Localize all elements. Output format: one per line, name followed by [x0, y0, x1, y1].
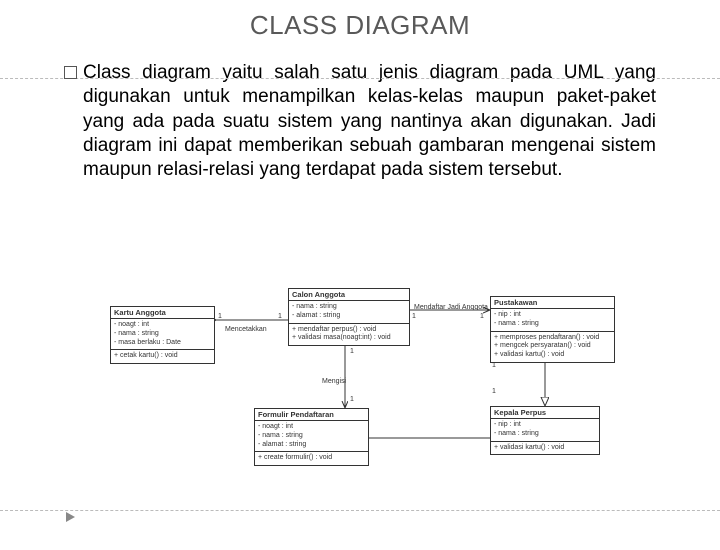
- multiplicity-label: 1: [350, 396, 354, 403]
- uml-class-diagram: Kartu Anggota - noagt : int - nama : str…: [110, 288, 610, 518]
- class-name: Kepala Perpus: [491, 407, 599, 419]
- class-attrs: - noagt : int - nama : string - alamat :…: [255, 421, 368, 452]
- class-name: Kartu Anggota: [111, 307, 214, 319]
- multiplicity-label: 1: [412, 313, 416, 320]
- class-ops: + cetak kartu() : void: [111, 350, 214, 363]
- slide-next-icon: [66, 512, 75, 522]
- class-attrs: - nip : int - nama : string: [491, 309, 614, 332]
- edge-label-mencetak: Mencetakkan: [225, 326, 267, 333]
- multiplicity-label: 1: [218, 313, 222, 320]
- body-text: Class diagram yaitu salah satu jenis dia…: [83, 61, 656, 183]
- class-box-kepala-perpus: Kepala Perpus - nip : int - nama : strin…: [490, 406, 600, 455]
- class-name: Pustakawan: [491, 297, 614, 309]
- multiplicity-label: 1: [492, 362, 496, 369]
- class-ops: + memproses pendaftaran() : void + mengc…: [491, 332, 614, 362]
- class-attrs: - nip : int - nama : string: [491, 419, 599, 442]
- edge-label-mengisi: Mengisi: [322, 378, 346, 385]
- class-ops: + validasi kartu() : void: [491, 442, 599, 455]
- edge-label-mendaftar: Mendaftar Jadi Anggota: [414, 304, 488, 311]
- class-attrs: - noagt : int - nama : string - masa ber…: [111, 319, 214, 350]
- dashed-divider-top: [0, 78, 720, 79]
- class-box-kartu-anggota: Kartu Anggota - noagt : int - nama : str…: [110, 306, 215, 364]
- class-name: Formulir Pendaftaran: [255, 409, 368, 421]
- body-paragraph-wrap: Class diagram yaitu salah satu jenis dia…: [0, 41, 720, 183]
- multiplicity-label: 1: [278, 313, 282, 320]
- multiplicity-label: 1: [480, 313, 484, 320]
- page-title: CLASS DIAGRAM: [0, 10, 720, 41]
- square-bullet-icon: [64, 66, 77, 79]
- class-box-formulir: Formulir Pendaftaran - noagt : int - nam…: [254, 408, 369, 466]
- class-box-pustakawan: Pustakawan - nip : int - nama : string +…: [490, 296, 615, 363]
- multiplicity-label: 1: [492, 388, 496, 395]
- class-attrs: - nama : string - alamat : string: [289, 301, 409, 324]
- class-ops: + mendaftar perpus() : void + validasi m…: [289, 324, 409, 346]
- multiplicity-label: 1: [350, 348, 354, 355]
- class-box-calon-anggota: Calon Anggota - nama : string - alamat :…: [288, 288, 410, 346]
- dashed-divider-bottom: [0, 510, 720, 511]
- bullet-row: Class diagram yaitu salah satu jenis dia…: [64, 61, 656, 183]
- class-name: Calon Anggota: [289, 289, 409, 301]
- class-ops: + create formulir() : void: [255, 452, 368, 465]
